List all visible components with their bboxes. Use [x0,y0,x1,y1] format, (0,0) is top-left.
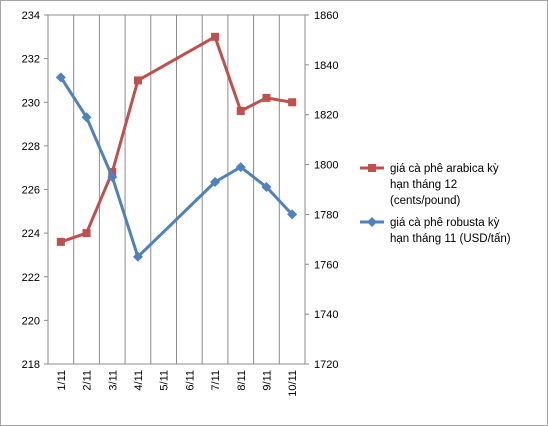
y-left-tick-label: 232 [22,54,40,66]
data-point [55,72,66,83]
data-point [82,229,91,238]
data-point [288,98,297,107]
legend-label-line: giá cà phê arabica kỳ [390,163,499,175]
data-point [211,32,220,41]
y-left-tick-label: 220 [22,315,40,327]
y-left-tick-label: 222 [22,272,40,284]
data-point [210,177,221,188]
data-point [235,162,246,173]
x-tick-label: 1/11 [56,370,68,391]
gridlines [73,15,280,364]
y-right-tick-label: 1760 [314,259,338,271]
y-left-tick-label: 224 [22,228,40,240]
y-left-tick-label: 226 [22,185,40,197]
x-tick-label: 10/11 [287,370,299,397]
y-right-tick-label: 1820 [314,110,338,122]
legend-entry-2: giá cà phê robusta kỳ hạn tháng 11 (USD/t… [360,217,511,245]
x-tick-label: 8/11 [236,370,248,391]
legend-entry-1: giá cà phê arabica kỳ hạn tháng 12 (cents/… [360,163,499,207]
series-line [59,76,294,259]
y-right-tick-label: 1860 [314,10,338,22]
y-right-tick-label: 1780 [314,209,338,221]
x-tick-label: 6/11 [184,370,196,391]
x-tick-label: 4/11 [133,370,145,391]
legend-label-line: hạn tháng 12 [390,179,457,191]
data-point [262,93,271,102]
y-right-tick-label: 1740 [314,309,338,321]
y-right-tick-label: 1840 [314,60,338,72]
axes: 218 220 222 224 226 228 230 232 234 1720 1740 1760 1… [22,10,339,397]
series [55,32,298,262]
legend-label-line: giá cà phê robusta kỳ [390,217,500,229]
legend-label-line: (cents/pound) [390,195,460,207]
legend-swatch-marker [368,164,376,172]
data-point [236,106,245,115]
data-point [81,112,92,123]
data-point [287,209,298,220]
y-right-tick-label: 1720 [314,359,338,371]
y-left-tick-label: 230 [22,97,40,109]
y-right-tick-label: 1800 [314,160,338,172]
series-line [60,35,293,244]
data-point [56,237,65,246]
x-tick-label: 7/11 [210,370,222,391]
data-point [261,182,272,193]
legend-swatch-marker [367,217,377,227]
x-tick-label: 9/11 [261,370,273,391]
legend-label-line: hạn tháng 11 (USD/tấn) [390,233,511,245]
y-left-tick-label: 234 [22,10,40,22]
data-point [133,76,142,85]
y-left-tick-label: 218 [22,359,40,371]
x-tick-label: 3/11 [107,370,119,391]
x-tick-label: 2/11 [82,370,94,391]
data-point [132,251,143,262]
data-point [107,172,118,183]
y-left-tick-label: 228 [22,141,40,153]
x-tick-label: 5/11 [159,370,171,391]
series-2 [55,72,298,262]
series-1 [56,32,297,246]
legend: giá cà phê arabica kỳ hạn tháng 12 (cents/… [360,163,511,245]
